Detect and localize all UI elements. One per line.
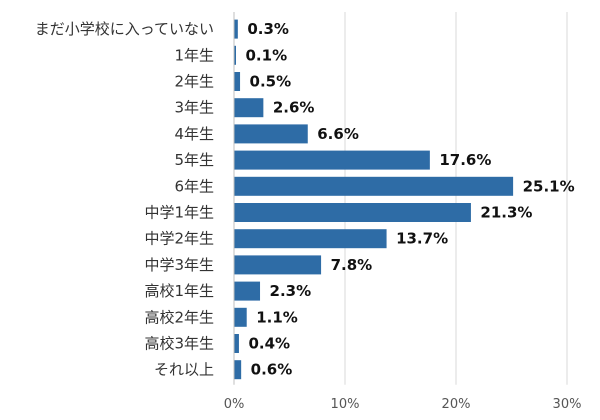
bar <box>234 72 241 91</box>
value-label: 7.8% <box>331 256 373 274</box>
value-label: 13.7% <box>396 230 448 248</box>
bar <box>234 281 261 301</box>
category-label: 高校3年生 <box>144 335 214 353</box>
category-label: 5年生 <box>174 151 214 169</box>
bar <box>234 45 236 65</box>
bar <box>234 98 264 118</box>
category-label: 高校2年生 <box>144 308 214 326</box>
bar <box>234 334 239 353</box>
category-label: 3年生 <box>174 99 214 117</box>
value-label: 0.6% <box>251 361 293 379</box>
bar <box>234 360 242 380</box>
category-label: 中学2年生 <box>144 230 214 248</box>
bar <box>234 176 514 196</box>
value-label: 25.1% <box>523 177 575 195</box>
category-label: 1年生 <box>174 46 214 64</box>
x-tick-label: 0% <box>224 397 245 412</box>
bar <box>234 19 238 39</box>
category-labels: まだ小学校に入っていない 1年生 2年生 3年生 4年生 5年生 6年生中学1年生中学2年生… <box>35 20 214 379</box>
category-label: 高校1年生 <box>144 282 214 300</box>
x-tick-label: 10% <box>331 397 360 412</box>
category-label: 4年生 <box>174 125 214 143</box>
value-label: 17.6% <box>439 151 491 169</box>
category-label: 6年生 <box>174 177 214 195</box>
value-label: 1.1% <box>256 308 298 326</box>
bar <box>234 124 308 144</box>
bar <box>234 229 387 249</box>
x-tick-label: 30% <box>553 397 582 412</box>
bar <box>234 203 471 222</box>
value-label: 21.3% <box>480 204 532 222</box>
x-tick-labels: 0% 10% 20% 30% <box>224 397 582 412</box>
x-tick-label: 20% <box>442 397 471 412</box>
category-label: 中学1年生 <box>144 204 214 222</box>
category-label: 中学3年生 <box>144 256 214 274</box>
bars <box>234 19 514 380</box>
gridlines <box>233 12 568 385</box>
bar <box>234 255 322 275</box>
bar <box>234 150 430 170</box>
category-label: それ以上 <box>154 361 214 379</box>
bar <box>234 307 247 327</box>
value-label: 6.6% <box>317 125 359 143</box>
value-label: 0.5% <box>250 73 292 91</box>
value-label: 0.4% <box>248 335 290 353</box>
value-label: 0.3% <box>247 20 289 38</box>
category-label: 2年生 <box>174 73 214 91</box>
value-labels: 0.3% 0.1% 0.5% 2.6%6.6% 17.6% 25.1% 21.3% 13.7%… <box>246 20 575 379</box>
value-label: 2.3% <box>270 282 312 300</box>
value-label: 0.1% <box>246 46 288 64</box>
value-label: 2.6% <box>273 99 315 117</box>
category-label: まだ小学校に入っていない <box>35 20 214 38</box>
